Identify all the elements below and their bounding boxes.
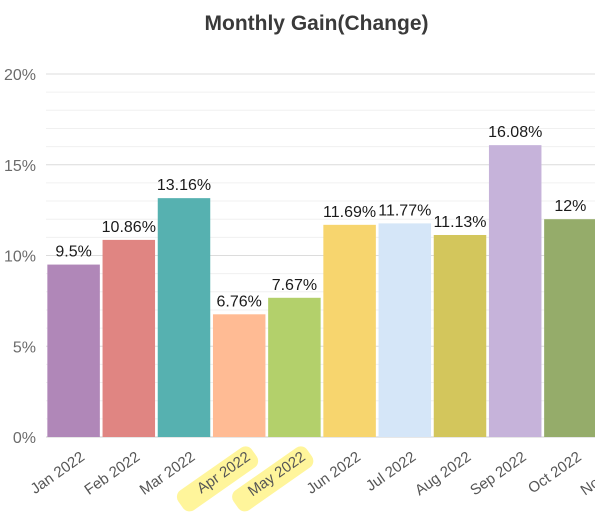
- data-label: 9.5%: [55, 244, 91, 261]
- bar: [47, 264, 100, 437]
- bars: [47, 145, 595, 437]
- bar: [157, 198, 211, 437]
- data-label: 13.16%: [157, 177, 211, 194]
- bar: [433, 234, 487, 437]
- bar: [323, 224, 376, 437]
- bar: [212, 314, 266, 437]
- y-tick-label: 10%: [4, 249, 36, 266]
- bar: [378, 223, 432, 437]
- data-label: 11.13%: [433, 214, 486, 231]
- bar: [268, 297, 321, 437]
- x-tick-label: Oct 2022: [525, 448, 585, 497]
- data-label: 11.69%: [323, 204, 376, 221]
- label-highlights: [176, 446, 314, 512]
- x-tick-label: Aug 2022: [412, 448, 474, 499]
- x-tick-label: Feb 2022: [81, 448, 143, 498]
- data-label: 10.86%: [102, 219, 156, 236]
- y-tick-label: 15%: [4, 158, 36, 175]
- data-label: 11.77%: [378, 202, 431, 219]
- bar: [488, 145, 542, 437]
- data-label: 16.08%: [488, 124, 542, 141]
- label-highlight: [232, 446, 314, 512]
- x-tick-label: Sep 2022: [467, 448, 529, 499]
- chart-title: Monthly Gain(Change): [204, 12, 429, 35]
- y-tick-label: 0%: [13, 430, 36, 447]
- y-axis: 0% 5% 10% 15% 20%: [4, 67, 36, 447]
- y-tick-label: 5%: [13, 339, 36, 356]
- y-tick-label: 20%: [4, 67, 36, 84]
- bar: [544, 219, 595, 437]
- data-label: 7.67%: [272, 277, 317, 294]
- x-tick-label: Jul 2022: [363, 448, 419, 494]
- data-labels: 9.5% 10.86% 13.16% 6.76% 7.67% 11.69% 11.77%11…: [55, 124, 586, 310]
- x-tick-label: Jan 2022: [28, 448, 88, 497]
- bar: [102, 239, 156, 437]
- data-label: 12%: [554, 198, 586, 215]
- label-highlight: [176, 446, 259, 512]
- data-label: 6.76%: [217, 293, 262, 310]
- x-tick-label: Jun 2022: [304, 448, 364, 497]
